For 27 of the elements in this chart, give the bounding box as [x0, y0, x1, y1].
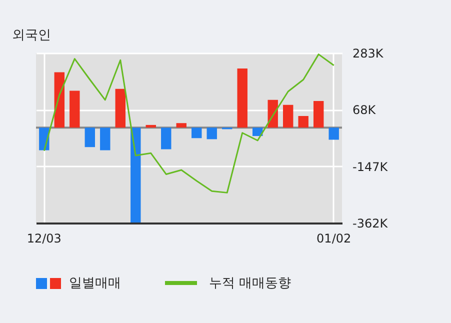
x-tick-label: 01/02 — [316, 232, 352, 246]
bar — [161, 128, 172, 150]
bar — [192, 128, 202, 138]
bar — [176, 123, 186, 128]
bar — [146, 124, 156, 128]
x-tick-label: 12/03 — [26, 232, 62, 246]
bar — [206, 128, 217, 140]
bar — [328, 128, 339, 140]
chart-title: 외국인 — [12, 27, 51, 44]
y-tick-label: 68K — [352, 103, 377, 118]
bar — [54, 72, 65, 128]
bar — [237, 68, 248, 128]
bar — [298, 116, 308, 128]
bar — [252, 128, 263, 136]
bar — [130, 128, 141, 222]
bar — [282, 104, 294, 128]
bar — [115, 88, 126, 128]
bar — [70, 90, 80, 128]
bar — [313, 100, 324, 128]
legend-label: 누적 매매동향 — [209, 275, 292, 292]
legend-label: 일별매매 — [69, 275, 121, 292]
y-tick-label: -147K — [352, 160, 389, 174]
bar — [100, 128, 110, 150]
y-tick-label: 283K — [352, 46, 384, 60]
bar — [84, 128, 96, 148]
line-series — [43, 54, 335, 194]
y-tick-label: -362K — [352, 216, 389, 230]
